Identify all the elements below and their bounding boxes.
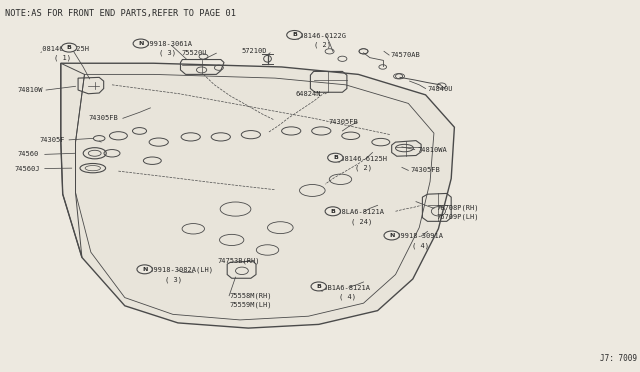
Text: 75520U: 75520U	[181, 50, 207, 56]
Circle shape	[311, 282, 326, 291]
Text: ¸0B1A6-8121A: ¸0B1A6-8121A	[320, 284, 371, 291]
Text: 74570AB: 74570AB	[390, 52, 420, 58]
Circle shape	[287, 31, 302, 39]
Text: B: B	[292, 32, 297, 38]
Text: B: B	[316, 284, 321, 289]
Circle shape	[328, 153, 343, 162]
Text: 74753B(RH): 74753B(RH)	[218, 257, 260, 264]
Text: 74305F: 74305F	[40, 137, 65, 143]
Text: N: N	[138, 41, 143, 46]
Text: B: B	[67, 45, 72, 50]
Text: 74810WA: 74810WA	[417, 147, 447, 153]
Text: ( 1): ( 1)	[54, 54, 72, 61]
Text: 75559M(LH): 75559M(LH)	[229, 301, 271, 308]
Text: 74305FB: 74305FB	[411, 167, 440, 173]
Text: 74305FB: 74305FB	[328, 119, 358, 125]
Text: 74560J: 74560J	[14, 166, 40, 171]
Text: Ô09918-3061A: Ô09918-3061A	[142, 41, 193, 47]
Text: ¸08146-6125H: ¸08146-6125H	[337, 155, 388, 162]
Circle shape	[137, 265, 152, 274]
Text: J7: 7009: J7: 7009	[600, 354, 637, 363]
Text: ( 2): ( 2)	[355, 164, 372, 171]
Polygon shape	[61, 63, 454, 328]
Text: ( 4): ( 4)	[412, 242, 429, 249]
Text: 76709P(LH): 76709P(LH)	[436, 213, 479, 220]
Text: NOTE:AS FOR FRONT END PARTS,REFER TO PAGE 01: NOTE:AS FOR FRONT END PARTS,REFER TO PAG…	[5, 9, 236, 18]
Circle shape	[133, 39, 148, 48]
Circle shape	[325, 207, 340, 216]
Circle shape	[384, 231, 399, 240]
Text: ( 24): ( 24)	[351, 218, 372, 225]
Text: 76708P(RH): 76708P(RH)	[436, 204, 479, 211]
Text: ¸08146-6122G: ¸08146-6122G	[296, 32, 347, 39]
Text: N: N	[142, 267, 147, 272]
Text: ( 3): ( 3)	[165, 276, 182, 283]
Text: ¸08146-6125H: ¸08146-6125H	[38, 45, 90, 52]
Text: 74305FB: 74305FB	[88, 115, 118, 121]
Text: 74560: 74560	[18, 151, 39, 157]
Text: 64824N: 64824N	[296, 91, 321, 97]
Text: Ô09918-3091A: Ô09918-3091A	[393, 233, 444, 240]
Text: B: B	[333, 155, 338, 160]
Text: ( 3): ( 3)	[159, 50, 176, 57]
Text: Ô09918-3082A(LH): Ô09918-3082A(LH)	[146, 266, 214, 274]
Text: 75558M(RH): 75558M(RH)	[229, 292, 271, 299]
Text: 74810W: 74810W	[18, 87, 44, 93]
Text: ¸08LA6-8121A: ¸08LA6-8121A	[334, 209, 385, 215]
Text: ( 2): ( 2)	[314, 41, 331, 48]
Text: B: B	[330, 209, 335, 214]
Text: 57210D: 57210D	[242, 48, 268, 54]
Text: N: N	[389, 233, 394, 238]
Text: 74840U: 74840U	[428, 86, 453, 92]
Circle shape	[61, 43, 77, 52]
Text: ( 4): ( 4)	[339, 293, 356, 300]
